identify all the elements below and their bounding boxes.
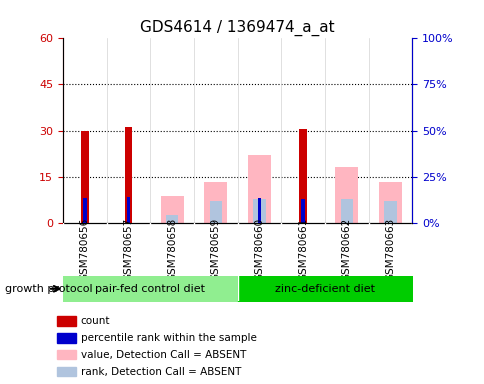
Bar: [126, 197, 130, 223]
Bar: [166, 215, 178, 223]
Title: GDS4614 / 1369474_a_at: GDS4614 / 1369474_a_at: [140, 20, 334, 36]
Bar: [247, 154, 271, 223]
Text: GSM780656: GSM780656: [80, 218, 90, 281]
Bar: [253, 199, 265, 223]
Text: zinc-deficient diet: zinc-deficient diet: [274, 284, 374, 294]
Text: value, Detection Call = ABSENT: value, Detection Call = ABSENT: [80, 350, 245, 360]
Text: pair-fed control diet: pair-fed control diet: [95, 284, 205, 294]
Bar: [57, 350, 76, 359]
Text: GSM780662: GSM780662: [341, 218, 351, 281]
Text: growth protocol: growth protocol: [5, 284, 92, 294]
Text: GSM780657: GSM780657: [123, 218, 133, 281]
Bar: [57, 316, 76, 326]
Text: percentile rank within the sample: percentile rank within the sample: [80, 333, 256, 343]
Bar: [209, 200, 222, 223]
Bar: [160, 196, 183, 223]
Text: GSM780661: GSM780661: [298, 218, 307, 281]
Bar: [83, 198, 87, 223]
Bar: [301, 199, 304, 223]
Bar: [340, 199, 352, 223]
Bar: [57, 333, 76, 343]
Text: GSM780663: GSM780663: [385, 218, 394, 281]
Text: GSM780658: GSM780658: [167, 218, 177, 281]
Bar: [81, 131, 89, 223]
Text: rank, Detection Call = ABSENT: rank, Detection Call = ABSENT: [80, 367, 241, 377]
Bar: [204, 182, 227, 223]
Bar: [57, 367, 76, 376]
Text: GSM780660: GSM780660: [254, 218, 264, 281]
Text: GSM780659: GSM780659: [211, 218, 220, 281]
Bar: [383, 200, 396, 223]
Bar: [334, 167, 358, 223]
Bar: [124, 127, 132, 223]
Text: count: count: [80, 316, 110, 326]
Bar: [257, 198, 261, 223]
Bar: [299, 129, 306, 223]
Bar: [378, 182, 401, 223]
